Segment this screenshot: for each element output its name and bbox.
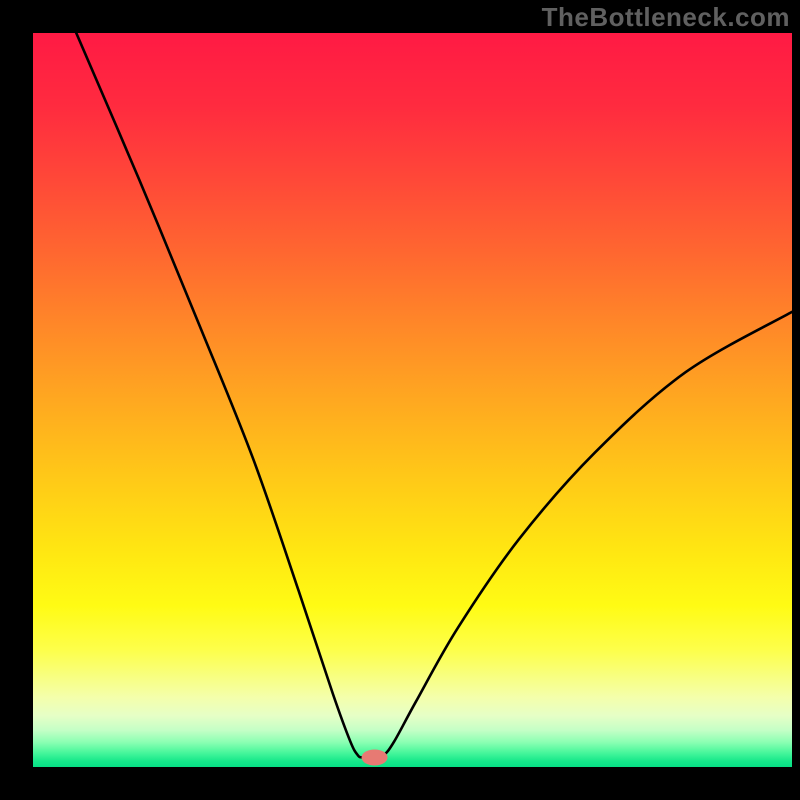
bottleneck-chart-svg — [0, 0, 800, 800]
watermark-text: TheBottleneck.com — [542, 2, 790, 33]
chart-container — [0, 0, 800, 800]
optimum-marker — [362, 749, 388, 765]
gradient-background — [33, 33, 792, 767]
